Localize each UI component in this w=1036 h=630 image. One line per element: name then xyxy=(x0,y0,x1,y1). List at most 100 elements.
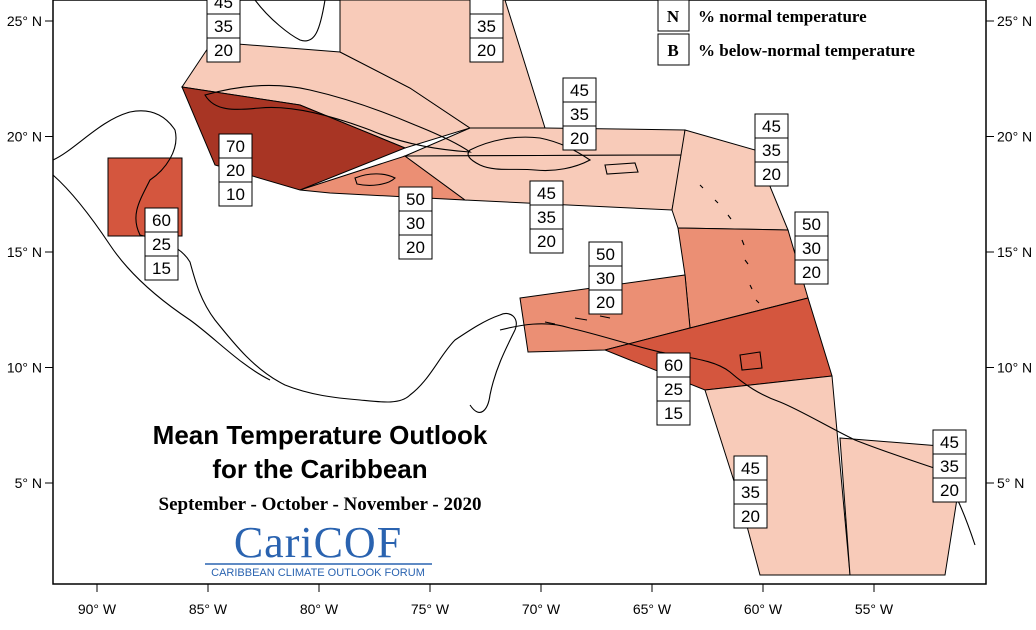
stack-cell-box xyxy=(588,241,623,267)
stack-cell-box xyxy=(144,255,179,281)
x-tick-label: 70° W xyxy=(522,601,561,617)
stack-cell-box xyxy=(794,259,829,285)
coastline-central-america xyxy=(52,110,517,403)
y-tick-label: 20° N xyxy=(997,129,1032,145)
y-tick-label: 15° N xyxy=(7,244,42,260)
legend-key-n: N xyxy=(667,7,680,26)
stack-cell-value: 50 xyxy=(596,245,615,264)
stack-cell-value: 20 xyxy=(406,238,425,257)
stack-cell-value: 20 xyxy=(596,293,615,312)
stack-cell-value: 35 xyxy=(762,141,781,160)
coastline-jamaica xyxy=(354,173,396,186)
stack-cell-value: 30 xyxy=(802,239,821,258)
coastline-florida xyxy=(254,0,326,42)
title-block: Mean Temperature Outlook for the Caribbe… xyxy=(153,420,488,515)
stack-cell-value: 30 xyxy=(406,214,425,233)
stack-cell-box xyxy=(398,210,433,236)
stack-cuba-west: 70 20 10 xyxy=(218,133,253,207)
coastline-abc-islands xyxy=(544,315,611,325)
stack-cell-value: 20 xyxy=(762,165,781,184)
stack-cell-box xyxy=(562,101,597,127)
stack-cell-box xyxy=(754,161,789,187)
x-tick-label: 55° W xyxy=(855,601,894,617)
stack-cell-box xyxy=(529,180,564,206)
stack-cell-box xyxy=(733,503,768,529)
map-title-line2: for the Caribbean xyxy=(212,454,427,484)
stack-bahamas-north: 45 35 20 xyxy=(206,0,241,63)
stack-turks-caicos: 45 35 20 xyxy=(562,77,597,151)
y-tick-label: 25° N xyxy=(7,13,42,29)
stack-suriname-french-guiana: 45 35 20 xyxy=(932,429,967,503)
stack-cell-box xyxy=(932,429,967,455)
stack-cell-box xyxy=(529,228,564,254)
stack-cell-box xyxy=(206,37,241,63)
legend: N % normal temperature B % below-normal … xyxy=(657,0,915,66)
stack-cell-value: 30 xyxy=(596,269,615,288)
x-axis: 90° W 85° W 80° W 75° W 70° W 65° W 60° W 55° W xyxy=(78,584,894,617)
coastline-colombia xyxy=(469,329,516,413)
stack-cell-value: 20 xyxy=(477,41,496,60)
stack-leeward-islands: 45 35 20 xyxy=(754,113,789,187)
x-tick-label: 75° W xyxy=(411,601,450,617)
y-tick-label: 15° N xyxy=(997,244,1032,260)
stack-cell-box xyxy=(656,400,691,426)
caricof-logo: CariCOF CARIBBEAN CLIMATE OUTLOOK FORUM xyxy=(205,518,432,579)
stack-cell-value: 20 xyxy=(570,129,589,148)
stack-cell-value: 15 xyxy=(664,404,683,423)
legend-text-n: % normal temperature xyxy=(698,7,867,26)
stack-cell-box xyxy=(218,181,253,207)
stack-cell-value: 50 xyxy=(802,215,821,234)
map-subtitle: September - October - November - 2020 xyxy=(159,494,482,515)
stack-cell-value: 15 xyxy=(152,259,171,278)
map-title-line1: Mean Temperature Outlook xyxy=(153,420,488,450)
logo-subtitle: CARIBBEAN CLIMATE OUTLOOK FORUM xyxy=(211,567,425,579)
stack-windward-islands: 50 30 20 xyxy=(794,211,829,285)
coastline-pacific-side xyxy=(52,174,271,381)
stack-cell-value: 25 xyxy=(152,235,171,254)
x-tick-label: 90° W xyxy=(78,601,117,617)
stack-cell-box xyxy=(144,231,179,257)
stack-cell-value: 20 xyxy=(214,41,233,60)
y-tick-label: 5° N xyxy=(15,475,42,491)
y-tick-label: 25° N xyxy=(997,13,1032,29)
stack-cell-box xyxy=(733,455,768,481)
stack-guyana: 45 35 20 xyxy=(733,455,768,529)
probability-stacks: 4535203520453520702010602515503020453520… xyxy=(144,0,967,529)
stack-cell-value: 45 xyxy=(570,81,589,100)
x-tick-label: 65° W xyxy=(633,601,672,617)
stack-cell-value: 35 xyxy=(940,457,959,476)
coastline-puerto-rico xyxy=(604,162,639,175)
stack-cell-box xyxy=(794,211,829,237)
stack-cell-box xyxy=(206,13,241,39)
stack-cell-box xyxy=(398,186,433,212)
y-tick-label: 20° N xyxy=(7,129,42,145)
stack-cell-value: 45 xyxy=(214,0,233,12)
stack-cell-value: 45 xyxy=(762,117,781,136)
stack-cell-box xyxy=(588,265,623,291)
stack-cell-value: 35 xyxy=(570,105,589,124)
stack-cell-value: 20 xyxy=(802,263,821,282)
stack-cell-value: 10 xyxy=(226,185,245,204)
stack-cell-value: 20 xyxy=(741,507,760,526)
stack-cell-value: 45 xyxy=(537,184,556,203)
coastline-hispaniola xyxy=(467,136,592,172)
coastline-trinidad xyxy=(739,351,763,371)
y-tick-label: 10° N xyxy=(997,360,1032,376)
stack-cell-value: 45 xyxy=(940,433,959,452)
stack-cell-value: 25 xyxy=(664,380,683,399)
x-tick-label: 80° W xyxy=(300,601,339,617)
stack-cell-box xyxy=(218,133,253,159)
stack-cell-value: 50 xyxy=(406,190,425,209)
x-tick-label: 85° W xyxy=(189,601,228,617)
x-tick-label: 60° W xyxy=(744,601,783,617)
stack-cell-box xyxy=(656,352,691,378)
stack-cell-box xyxy=(469,0,504,15)
stack-cell-box xyxy=(144,207,179,233)
stack-cell-value: 70 xyxy=(226,137,245,156)
coastline-lesser-antilles xyxy=(699,184,760,304)
stack-cell-box xyxy=(588,289,623,315)
stack-cell-box xyxy=(733,479,768,505)
y-tick-label: 5° N xyxy=(997,475,1024,491)
